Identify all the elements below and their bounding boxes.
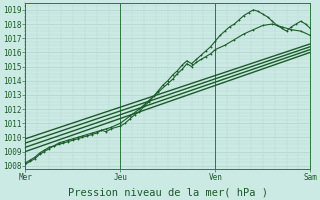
X-axis label: Pression niveau de la mer( hPa ): Pression niveau de la mer( hPa ) xyxy=(68,187,268,197)
